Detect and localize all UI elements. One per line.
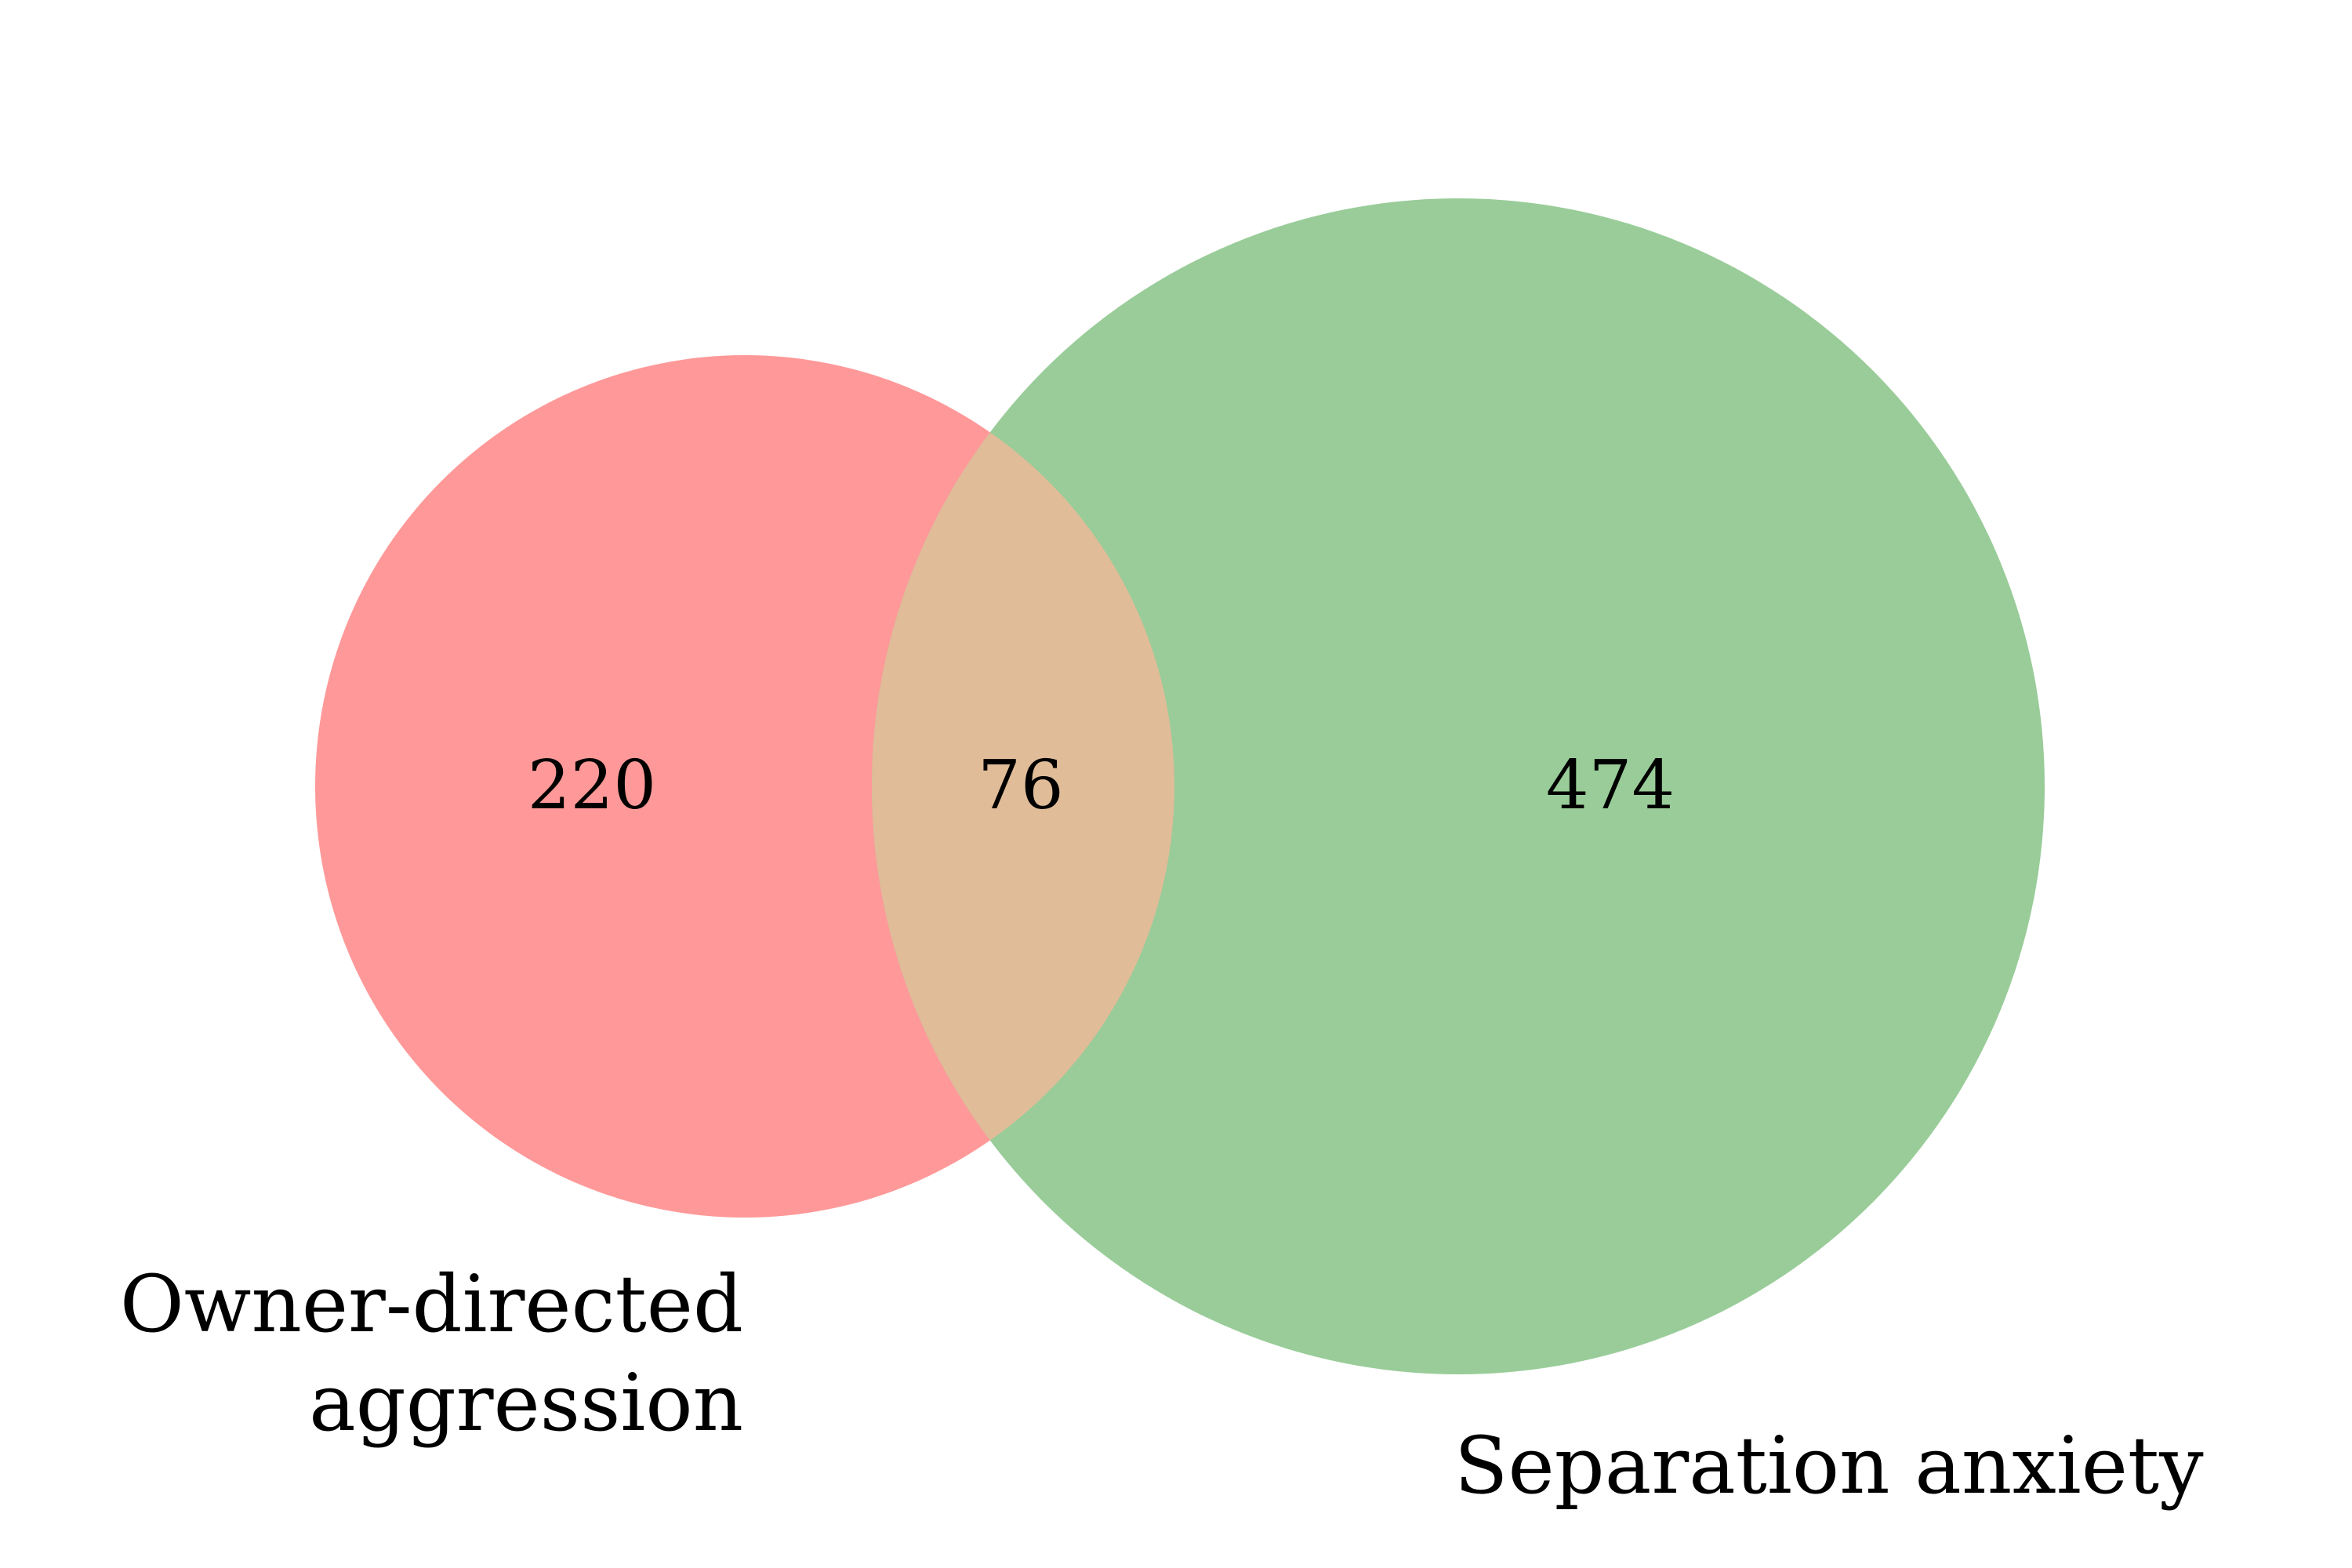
separation-anxiety-label: Separation anxiety xyxy=(1454,1420,2204,1512)
intersection-count: 76 xyxy=(978,746,1063,825)
owner-directed-aggression-label-line-1: Owner-directed xyxy=(120,1258,743,1350)
left-only-count: 220 xyxy=(528,746,656,825)
separation-anxiety-circle xyxy=(872,198,2045,1374)
right-only-count: 474 xyxy=(1546,746,1675,825)
owner-directed-aggression-label-line-2: aggression xyxy=(309,1357,743,1449)
